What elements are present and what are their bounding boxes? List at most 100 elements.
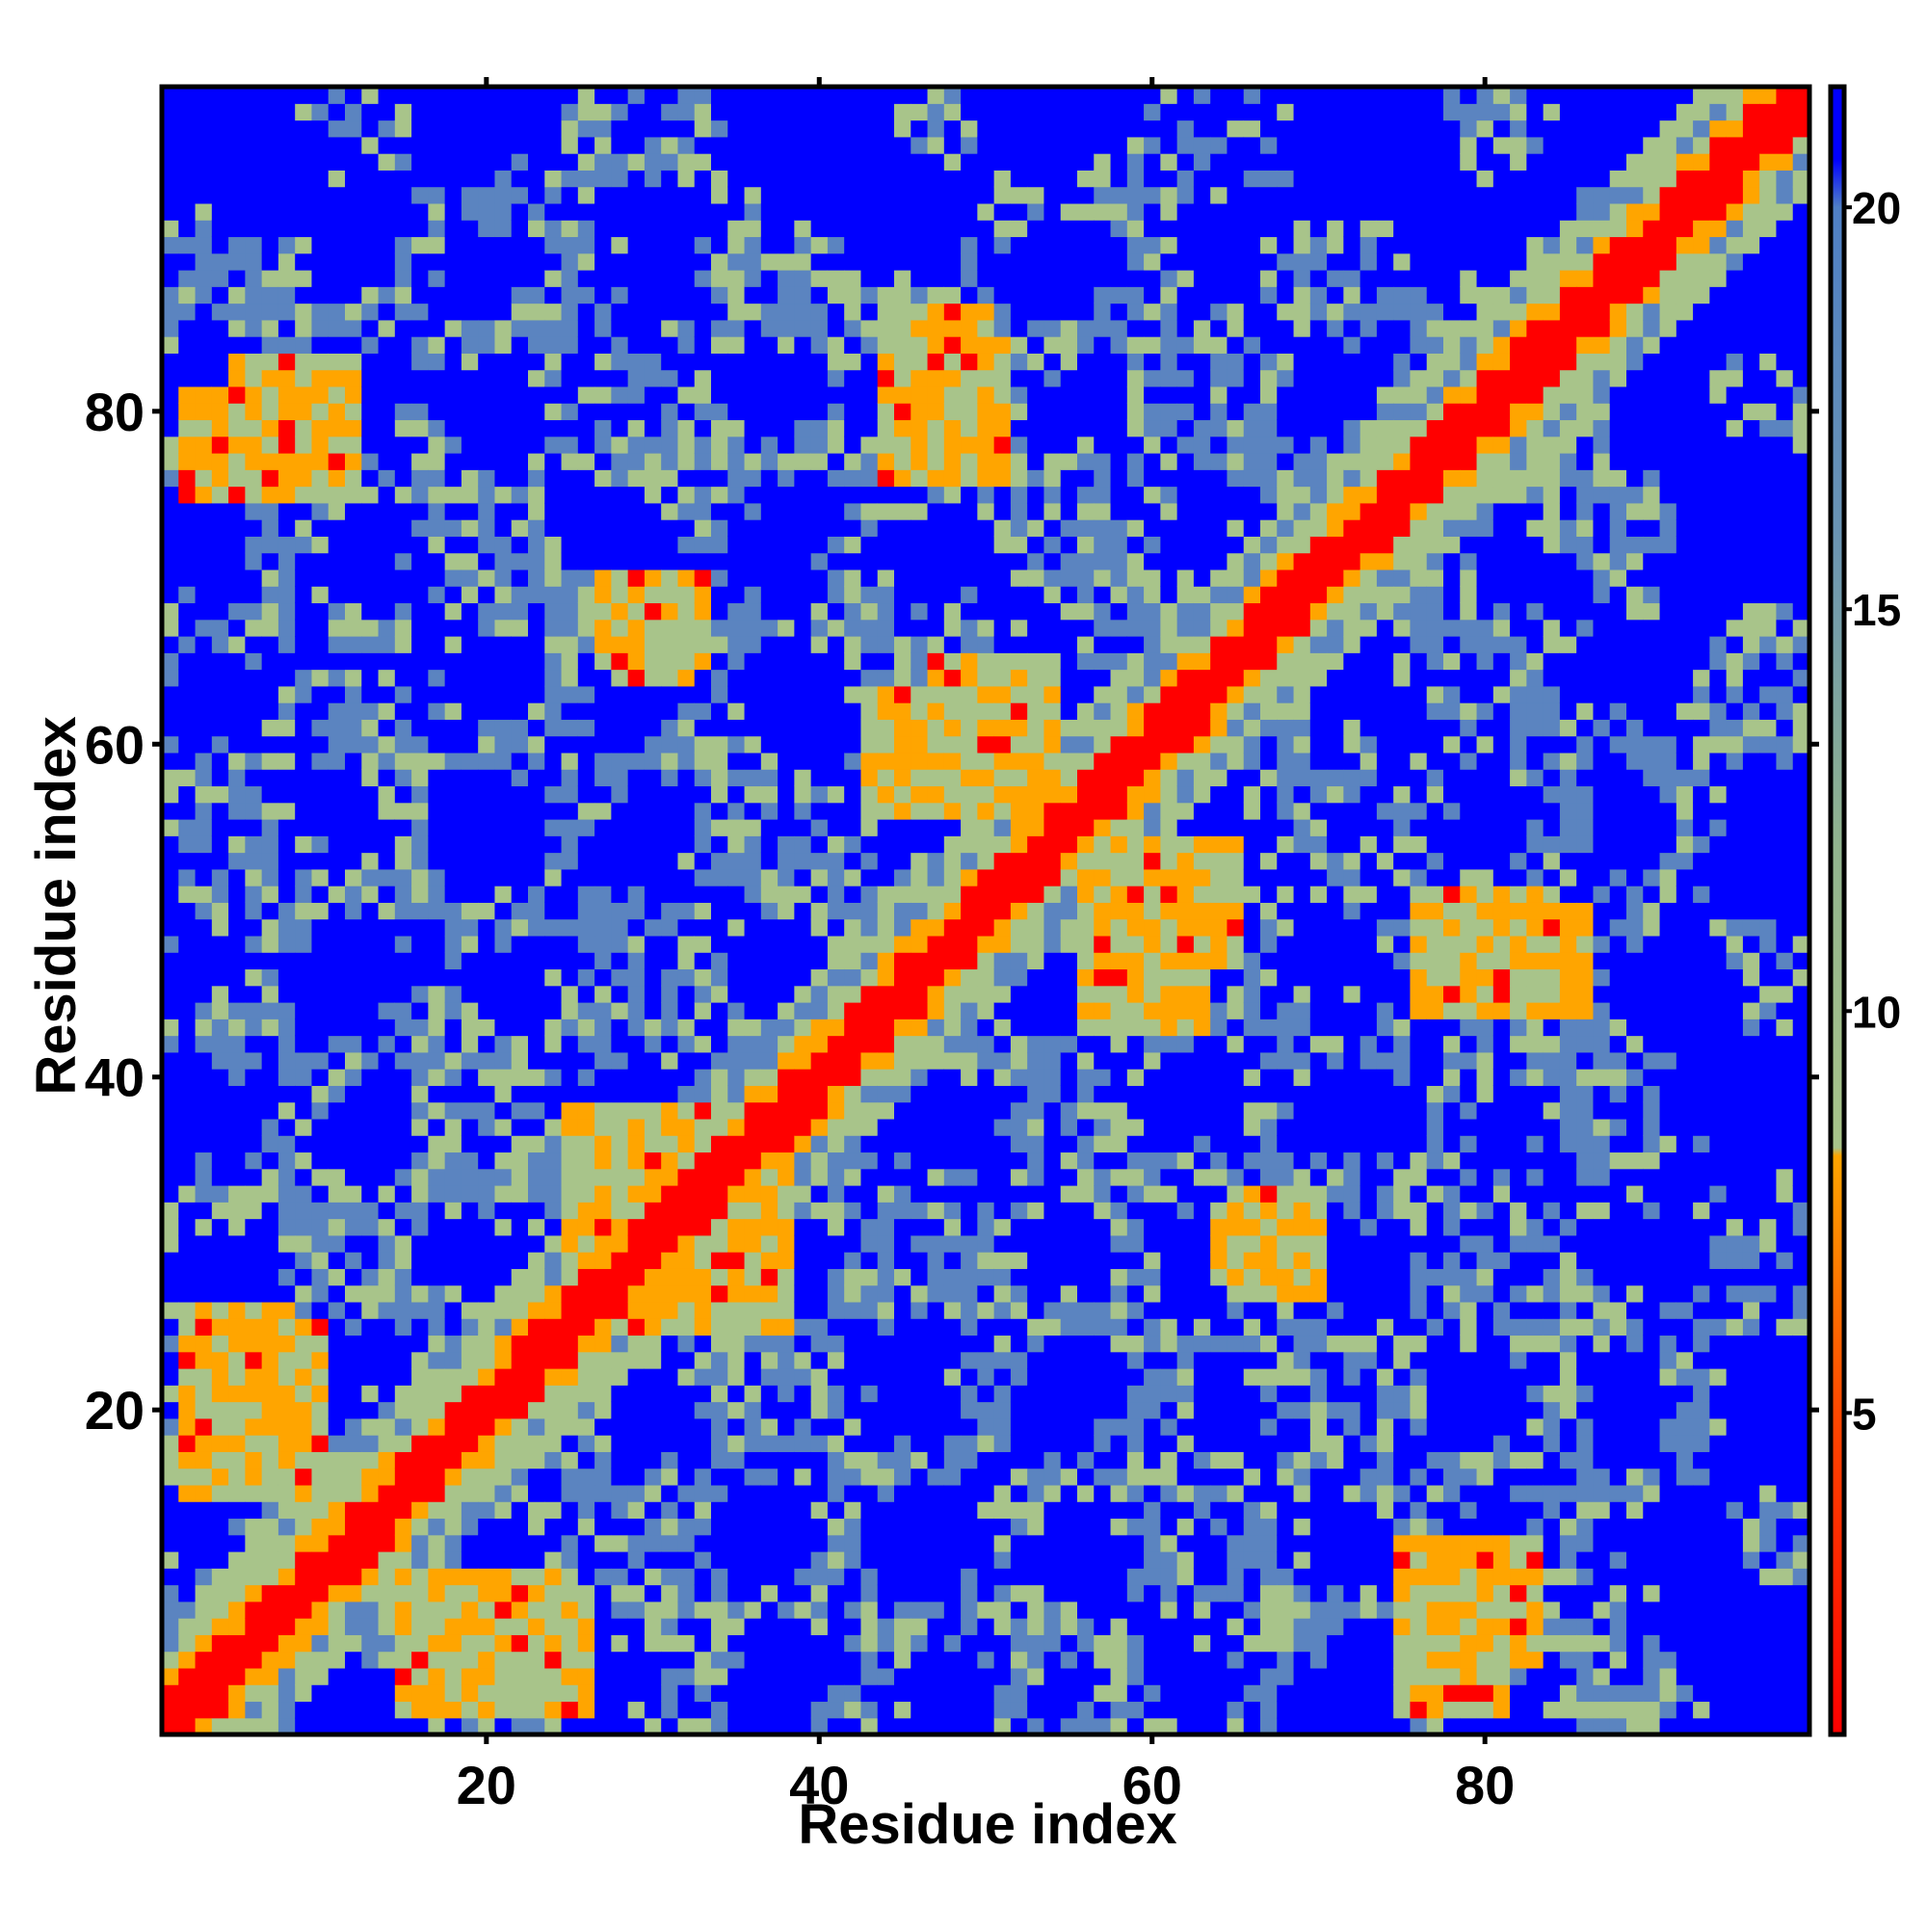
heatmap-cell [361,935,380,953]
heatmap-cell [478,902,496,920]
heatmap-cell [228,136,246,154]
heatmap-cell [245,119,263,138]
heatmap-cell [760,1019,779,1037]
heatmap-cell [361,1651,380,1669]
heatmap-cell [428,1401,446,1419]
heatmap-cell [261,1634,279,1653]
heatmap-cell [594,170,612,188]
heatmap-cell [544,369,563,387]
heatmap-cell [277,835,296,854]
heatmap-cell [178,1218,197,1236]
heatmap-cell [461,1002,479,1019]
heatmap-cell [328,985,346,1003]
heatmap-cell [644,286,662,304]
heatmap-cell [611,802,629,820]
heatmap-cell [911,103,929,121]
heatmap-cell [594,935,612,953]
heatmap-cell [927,1468,945,1486]
heatmap-cell [428,619,446,637]
heatmap-cell [561,1385,579,1403]
heatmap-cell [727,1085,746,1103]
heatmap-cell [677,586,696,604]
heatmap-cell [661,1385,679,1403]
heatmap-cell [927,602,945,621]
heatmap-cell [511,1069,529,1086]
heatmap-cell [577,419,595,437]
heatmap-cell [378,1618,396,1635]
heatmap-cell [478,502,496,520]
heatmap-cell [677,652,696,671]
heatmap-cell [961,1051,978,1070]
heatmap-cell [211,1618,229,1635]
heatmap-cell [594,1035,612,1053]
heatmap-cell [961,1135,978,1153]
heatmap-cell [961,1185,978,1203]
heatmap-cell [810,852,829,870]
heatmap-cell [328,552,346,570]
heatmap-cell [644,1252,662,1269]
heatmap-cell [943,1651,962,1669]
heatmap-cell [528,902,545,920]
heatmap-cell [694,1234,712,1253]
heatmap-cell [794,270,812,287]
heatmap-cell [794,1335,812,1353]
heatmap-cell [345,220,362,238]
heatmap-cell [511,652,529,671]
heatmap-cell [361,270,380,287]
heatmap-cell [860,236,879,254]
heatmap-cell [295,1351,313,1369]
heatmap-cell [261,1518,279,1536]
heatmap-cell [261,1534,279,1552]
heatmap-cell [977,1351,995,1369]
heatmap-cell [378,1701,396,1719]
heatmap-cell [644,552,662,570]
heatmap-cell [694,1168,712,1186]
heatmap-cell [328,1301,346,1319]
heatmap-cell [927,1568,945,1586]
heatmap-cell [943,186,962,204]
heatmap-cell [378,436,396,454]
heatmap-cell [561,569,579,587]
heatmap-cell [478,1101,496,1120]
heatmap-cell [461,1601,479,1619]
heatmap-cell [694,1385,712,1403]
heatmap-cell [444,886,462,903]
heatmap-cell [444,119,462,138]
heatmap-cell [694,586,712,604]
heatmap-cell [860,1151,879,1170]
heatmap-cell [860,1618,879,1635]
heatmap-cell [611,1002,629,1019]
heatmap-cell [711,669,728,687]
heatmap-cell [311,1268,330,1286]
heatmap-cell [162,1051,179,1070]
heatmap-cell [295,552,313,570]
heatmap-cell [494,636,513,653]
heatmap-cell [644,1069,662,1086]
heatmap-cell [411,935,429,953]
heatmap-cell [627,1484,646,1502]
heatmap-cell [977,952,995,970]
heatmap-cell [877,835,895,854]
heatmap-cell [211,1151,229,1170]
heatmap-cell [378,519,396,537]
heatmap-cell [494,1634,513,1653]
heatmap-cell [711,453,728,470]
heatmap-cell [844,353,862,371]
heatmap-cell [295,502,313,520]
heatmap-cell [261,502,279,520]
heatmap-cell [661,170,679,188]
heatmap-cell [394,1601,412,1619]
heatmap-cell [744,1301,762,1319]
heatmap-cell [361,170,380,188]
heatmap-cell [261,1684,279,1703]
heatmap-cell [594,436,612,454]
heatmap-cell [894,1085,911,1103]
heatmap-cell [611,136,629,154]
heatmap-cell [461,1551,479,1569]
heatmap-cell [195,236,213,254]
heatmap-cell [411,286,429,304]
heatmap-cell [444,469,462,488]
heatmap-cell [594,669,612,687]
heatmap-cell [378,153,396,171]
